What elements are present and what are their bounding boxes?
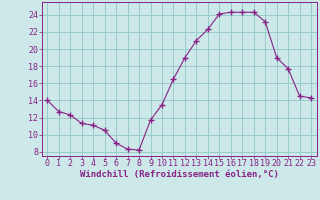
- X-axis label: Windchill (Refroidissement éolien,°C): Windchill (Refroidissement éolien,°C): [80, 170, 279, 179]
